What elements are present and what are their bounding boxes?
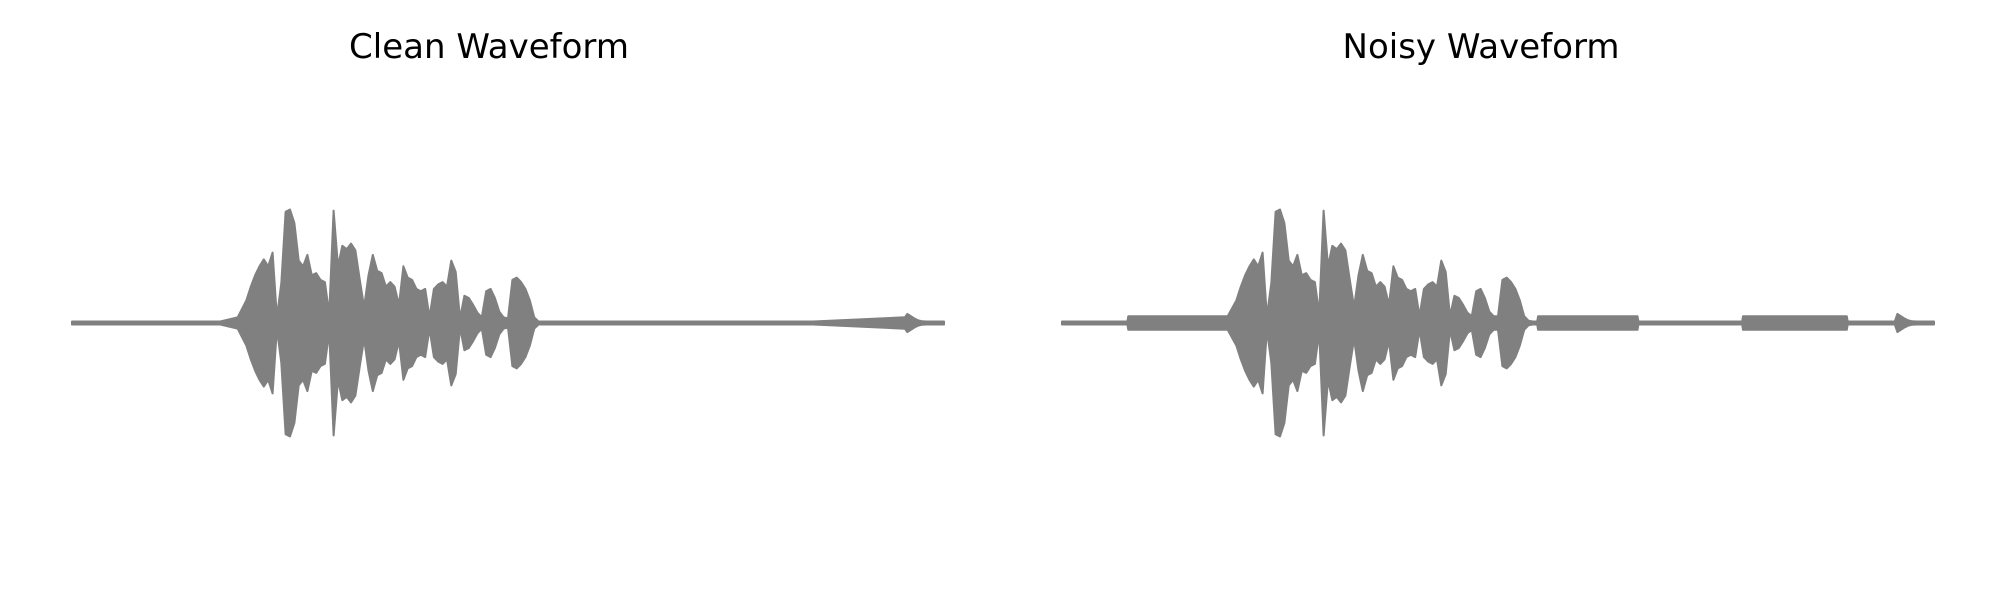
noisy-waveform-panel: Noisy Waveform [1061,27,1935,438]
noisy-waveform-plot [1061,208,1935,438]
clean-waveform-plot [71,208,945,438]
clean-waveform-panel: Clean Waveform [71,27,945,438]
clean-waveform-title: Clean Waveform [349,27,629,67]
noisy-waveform-title: Noisy Waveform [1343,27,1620,67]
